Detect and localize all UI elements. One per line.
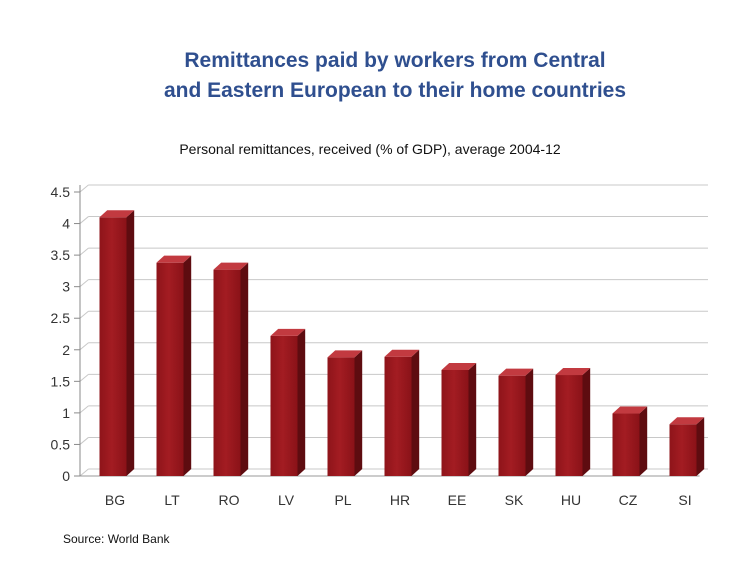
gridline-connector [79,405,89,414]
x-tick-label: HR [390,492,410,508]
bar-side [297,328,306,476]
x-tick-label: RO [219,492,240,508]
bar-front [99,217,127,476]
x-tick-label: EE [448,492,467,508]
bar-front [384,356,412,476]
bar-front [555,375,583,476]
gridline-connector [79,437,89,445]
bar-side [183,255,192,476]
gridline-connector [79,216,89,224]
y-tick-label: 2 [62,342,70,358]
gridline-connector [79,342,89,351]
x-tick-label: HU [561,492,581,508]
bar-top [612,406,648,414]
source-note: Source: World Bank [63,532,170,546]
bar-side [525,368,534,476]
chart-title: Remittances paid by workers from Central… [0,46,750,106]
bar-side [240,262,249,476]
bar-side [582,368,591,476]
gridline-connector [79,468,89,477]
bar-side [696,417,705,476]
chart-subtitle: Personal remittances, received (% of GDP… [179,141,561,157]
y-tick-label: 4 [62,216,70,232]
gridline-connector [79,247,89,256]
bar-side [468,362,477,476]
x-tick-label: BG [105,492,125,508]
chart-title-line-1: Remittances paid by workers from Central [184,49,606,72]
x-tick-label: SK [505,492,524,508]
bar-top [156,255,192,263]
y-tick-label: 0.5 [51,436,71,452]
bar-hu [555,368,591,476]
bar-side [411,349,420,476]
bar-front [498,375,526,476]
y-tick-label: 2.5 [51,310,71,326]
bar-top [669,417,705,425]
bar-hr [384,349,420,476]
y-tick-label: 3 [62,279,70,295]
bar-sk [498,368,534,476]
bar-top [99,210,135,218]
bar-lt [156,255,192,476]
gridline-connector [79,373,89,382]
y-tick-label: 1 [62,405,70,421]
bar-top [555,368,591,376]
y-tick-label: 3.5 [51,247,71,263]
bar-side [639,406,648,476]
bar-top [498,368,534,376]
bar-top [327,350,363,358]
bar-pl [327,350,363,476]
bar-top [213,262,249,270]
bar-front [270,335,298,476]
bar-front [612,413,640,476]
bar-top [384,349,420,357]
x-tick-label: SI [678,492,691,508]
x-tick-label: LT [164,492,180,508]
bar-bg [99,210,135,476]
bar-top [441,362,477,370]
x-tick-label: PL [334,492,351,508]
y-tick-label: 0 [62,468,70,484]
gridline-connector [79,184,89,193]
gridline-connector [79,279,89,288]
gridline-connector [79,310,89,319]
bar-front [669,424,697,476]
bar-front [213,269,241,476]
x-tick-label: LV [278,492,295,508]
bar-front [441,369,469,476]
y-tick-label: 1.5 [51,373,71,389]
bar-front [327,357,355,476]
bar-lv [270,328,306,476]
bar-ee [441,362,477,476]
bar-si [669,417,705,476]
bar-ro [213,262,249,476]
y-tick-label: 4.5 [51,184,71,200]
bar-top [270,328,306,336]
bar-side [126,210,135,476]
bar-cz [612,406,648,476]
x-tick-label: CZ [619,492,638,508]
bar-side [354,350,363,476]
chart-title-line-2: and Eastern European to their home count… [163,79,627,102]
bar-front [156,262,184,476]
